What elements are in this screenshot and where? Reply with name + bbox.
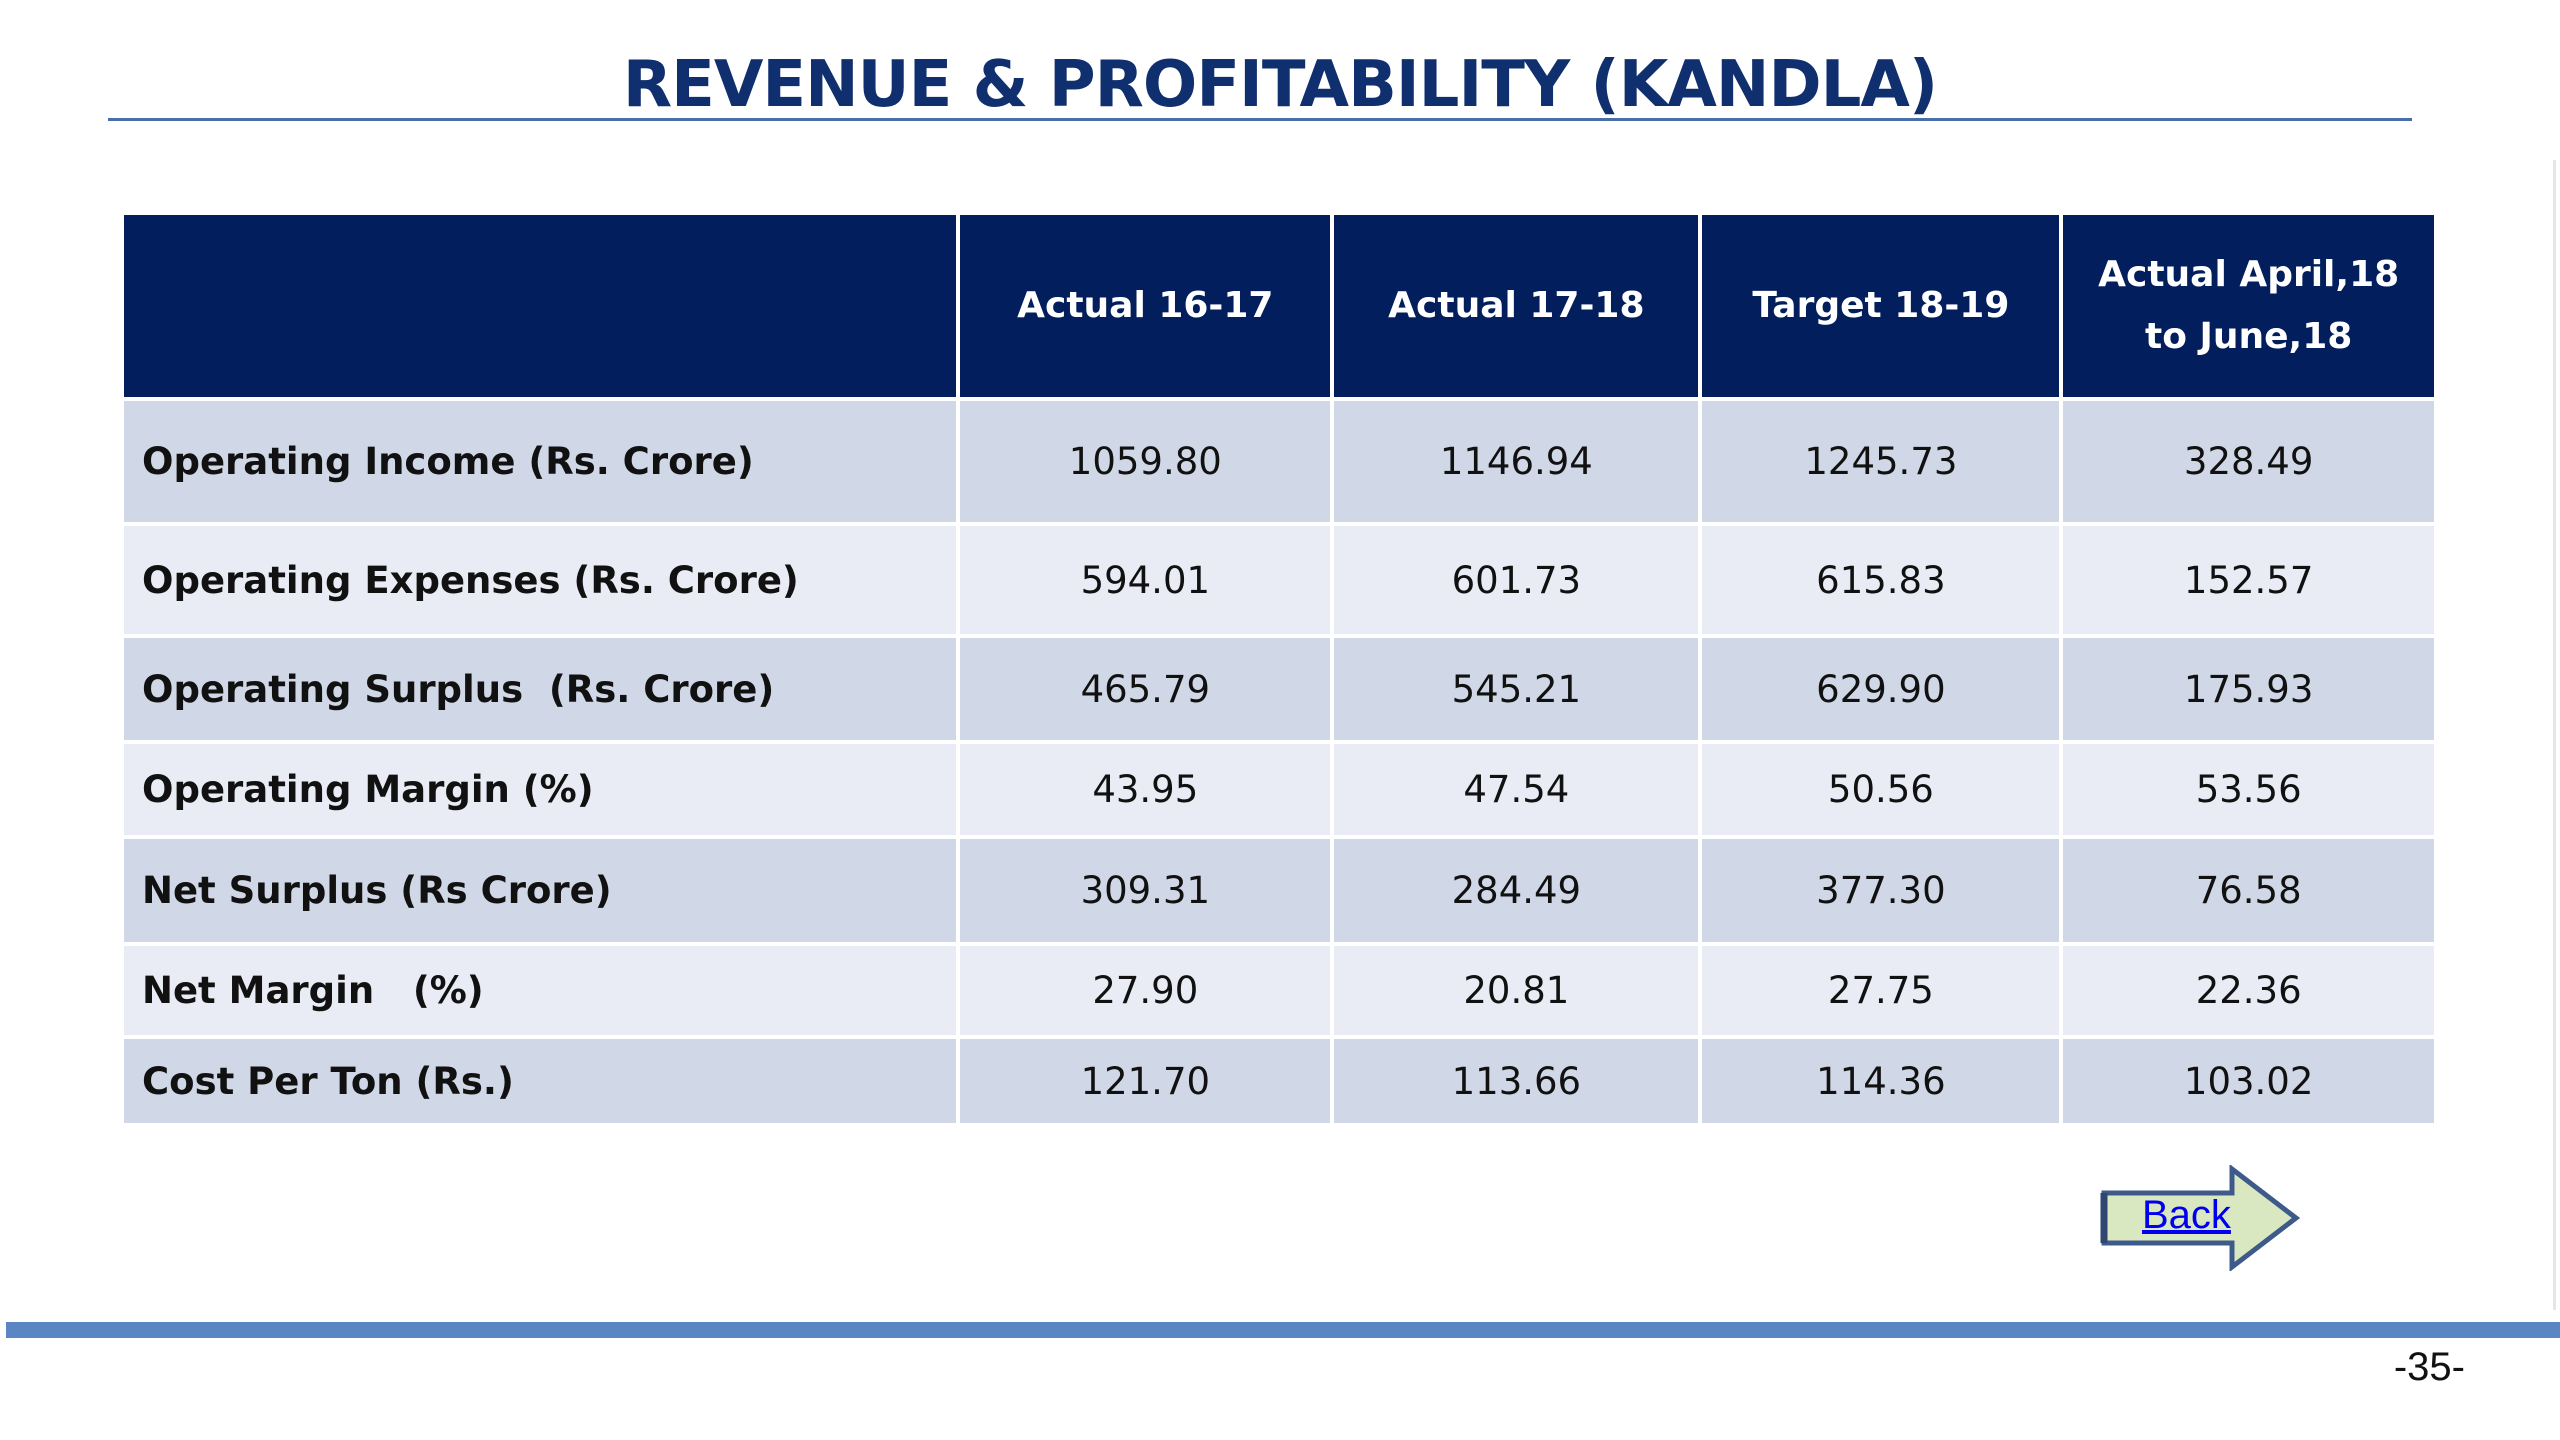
table-cell: 76.58 xyxy=(2063,839,2434,942)
table-header-row: Actual 16-17 Actual 17-18 Target 18-19 A… xyxy=(124,215,2434,397)
revenue-profitability-table: Actual 16-17 Actual 17-18 Target 18-19 A… xyxy=(120,211,2438,1127)
back-button[interactable]: Back xyxy=(2100,1165,2300,1271)
table-cell: 377.30 xyxy=(1702,839,2060,942)
footer-bar xyxy=(6,1322,2560,1338)
table-cell: 113.66 xyxy=(1334,1039,1699,1123)
table-cell: 27.75 xyxy=(1702,946,2060,1035)
row-label: Operating Expenses (Rs. Crore) xyxy=(124,526,957,634)
table-cell: 1146.94 xyxy=(1334,401,1699,522)
back-link[interactable]: Back xyxy=(2142,1193,2231,1237)
row-label: Operating Surplus (Rs. Crore) xyxy=(124,638,957,740)
slide-edge-divider xyxy=(2553,160,2556,1310)
table-cell: 1245.73 xyxy=(1702,401,2060,522)
table-cell: 309.31 xyxy=(960,839,1331,942)
slide-title: REVENUE & PROFITABILITY (KANDLA) xyxy=(622,48,1938,122)
row-label: Net Margin (%) xyxy=(124,946,957,1035)
table-cell: 629.90 xyxy=(1702,638,2060,740)
page-number: -35- xyxy=(2393,1345,2465,1389)
header-empty-cell xyxy=(124,215,957,397)
table-cell: 1059.80 xyxy=(960,401,1331,522)
table-cell: 114.36 xyxy=(1702,1039,2060,1123)
table-cell: 615.83 xyxy=(1702,526,2060,634)
header-actual-april-june-18: Actual April,18 to June,18 xyxy=(2063,215,2434,397)
table-row: Net Margin (%) 27.90 20.81 27.75 22.36 xyxy=(124,946,2434,1035)
table-cell: 22.36 xyxy=(2063,946,2434,1035)
table-cell: 20.81 xyxy=(1334,946,1699,1035)
row-label: Operating Margin (%) xyxy=(124,744,957,835)
table-row: Operating Margin (%) 43.95 47.54 50.56 5… xyxy=(124,744,2434,835)
title-underline xyxy=(108,118,2412,121)
table-cell: 103.02 xyxy=(2063,1039,2434,1123)
table-row: Operating Surplus (Rs. Crore) 465.79 545… xyxy=(124,638,2434,740)
table-cell: 465.79 xyxy=(960,638,1331,740)
table-cell: 594.01 xyxy=(960,526,1331,634)
table-cell: 152.57 xyxy=(2063,526,2434,634)
header-actual-16-17: Actual 16-17 xyxy=(960,215,1331,397)
table-cell: 284.49 xyxy=(1334,839,1699,942)
table-cell: 43.95 xyxy=(960,744,1331,835)
table-cell: 328.49 xyxy=(2063,401,2434,522)
right-arrow-icon xyxy=(2100,1165,2300,1271)
table-cell: 53.56 xyxy=(2063,744,2434,835)
table-row: Cost Per Ton (Rs.) 121.70 113.66 114.36 … xyxy=(124,1039,2434,1123)
table-cell: 47.54 xyxy=(1334,744,1699,835)
header-actual-17-18: Actual 17-18 xyxy=(1334,215,1699,397)
row-label: Net Surplus (Rs Crore) xyxy=(124,839,957,942)
table-cell: 27.90 xyxy=(960,946,1331,1035)
row-label: Operating Income (Rs. Crore) xyxy=(124,401,957,522)
table-cell: 121.70 xyxy=(960,1039,1331,1123)
table-row: Net Surplus (Rs Crore) 309.31 284.49 377… xyxy=(124,839,2434,942)
table-row: Operating Income (Rs. Crore) 1059.80 114… xyxy=(124,401,2434,522)
table-cell: 175.93 xyxy=(2063,638,2434,740)
table-cell: 601.73 xyxy=(1334,526,1699,634)
row-label: Cost Per Ton (Rs.) xyxy=(124,1039,957,1123)
header-target-18-19: Target 18-19 xyxy=(1702,215,2060,397)
table-row: Operating Expenses (Rs. Crore) 594.01 60… xyxy=(124,526,2434,634)
table-cell: 545.21 xyxy=(1334,638,1699,740)
table-cell: 50.56 xyxy=(1702,744,2060,835)
